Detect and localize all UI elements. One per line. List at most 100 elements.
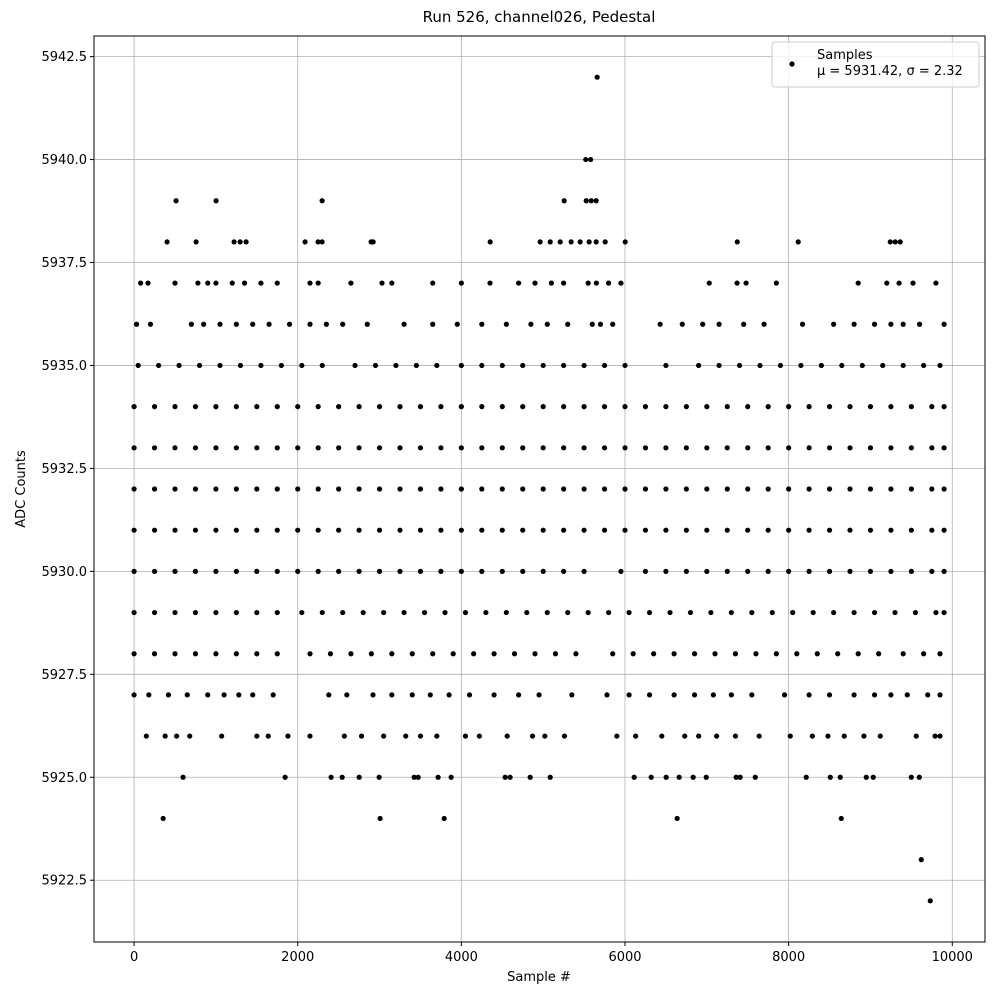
point [585, 280, 591, 286]
point [138, 280, 144, 286]
point [696, 362, 702, 369]
point [193, 239, 199, 245]
point [847, 568, 853, 574]
point [237, 362, 244, 369]
point [389, 651, 395, 657]
point [274, 527, 280, 533]
point [233, 568, 239, 574]
point [900, 362, 906, 369]
point [336, 486, 342, 492]
point [561, 445, 567, 451]
point [315, 568, 321, 574]
point [777, 362, 784, 369]
point [671, 692, 677, 698]
point [499, 486, 505, 492]
point [145, 280, 151, 286]
point [606, 609, 612, 616]
point [442, 609, 448, 616]
point [809, 733, 815, 739]
point [593, 239, 599, 245]
point [499, 445, 505, 451]
point [458, 445, 464, 451]
point [622, 239, 628, 245]
point [487, 239, 493, 245]
legend-label: Samples [817, 48, 873, 63]
point [676, 774, 682, 780]
point [241, 280, 248, 286]
point [847, 404, 853, 410]
point [397, 404, 403, 410]
point [933, 609, 939, 616]
point [618, 568, 624, 574]
point [381, 609, 387, 616]
point [831, 321, 837, 327]
point [201, 321, 207, 327]
point [704, 486, 710, 492]
point [806, 445, 812, 451]
point [929, 568, 935, 574]
point [401, 609, 407, 616]
legend-stats: μ = 5931.42, σ = 2.32 [817, 64, 963, 79]
point [217, 321, 223, 327]
point [327, 651, 334, 657]
point [411, 774, 417, 780]
point [376, 774, 382, 780]
point [851, 692, 857, 698]
point [941, 321, 947, 327]
point [867, 527, 874, 533]
point [213, 568, 219, 574]
point [192, 486, 199, 492]
point [233, 527, 239, 533]
point [243, 239, 249, 245]
point [855, 651, 861, 657]
point [176, 362, 182, 369]
point [315, 527, 321, 533]
point [233, 321, 239, 327]
point [536, 692, 542, 698]
point [417, 486, 424, 492]
point [863, 774, 869, 780]
legend-box [771, 41, 980, 88]
point [162, 733, 168, 739]
point [217, 362, 223, 369]
point [430, 651, 436, 657]
point [379, 280, 385, 286]
point [561, 486, 567, 492]
point [561, 527, 567, 533]
point [921, 651, 927, 657]
point [786, 527, 792, 533]
point [540, 404, 546, 410]
point [724, 486, 730, 492]
point [703, 774, 709, 780]
point [344, 692, 350, 698]
point [336, 404, 342, 410]
point [356, 404, 362, 410]
point [547, 239, 553, 245]
series [131, 74, 947, 904]
point [927, 898, 933, 904]
point [537, 239, 543, 245]
point [499, 404, 505, 410]
point [254, 733, 260, 739]
point [265, 733, 271, 739]
point [274, 280, 280, 286]
point [295, 527, 301, 533]
point [315, 404, 321, 410]
point [916, 321, 923, 327]
point [532, 280, 538, 286]
point [626, 609, 632, 616]
point [441, 815, 447, 822]
point [659, 733, 665, 739]
point [594, 74, 600, 80]
point [732, 651, 739, 657]
point [749, 692, 755, 698]
point [614, 733, 620, 739]
point [471, 651, 477, 657]
point [326, 692, 332, 698]
point [499, 568, 505, 574]
point [683, 486, 689, 492]
point [867, 445, 874, 451]
point [302, 239, 308, 245]
point [213, 651, 219, 657]
point [900, 321, 906, 327]
